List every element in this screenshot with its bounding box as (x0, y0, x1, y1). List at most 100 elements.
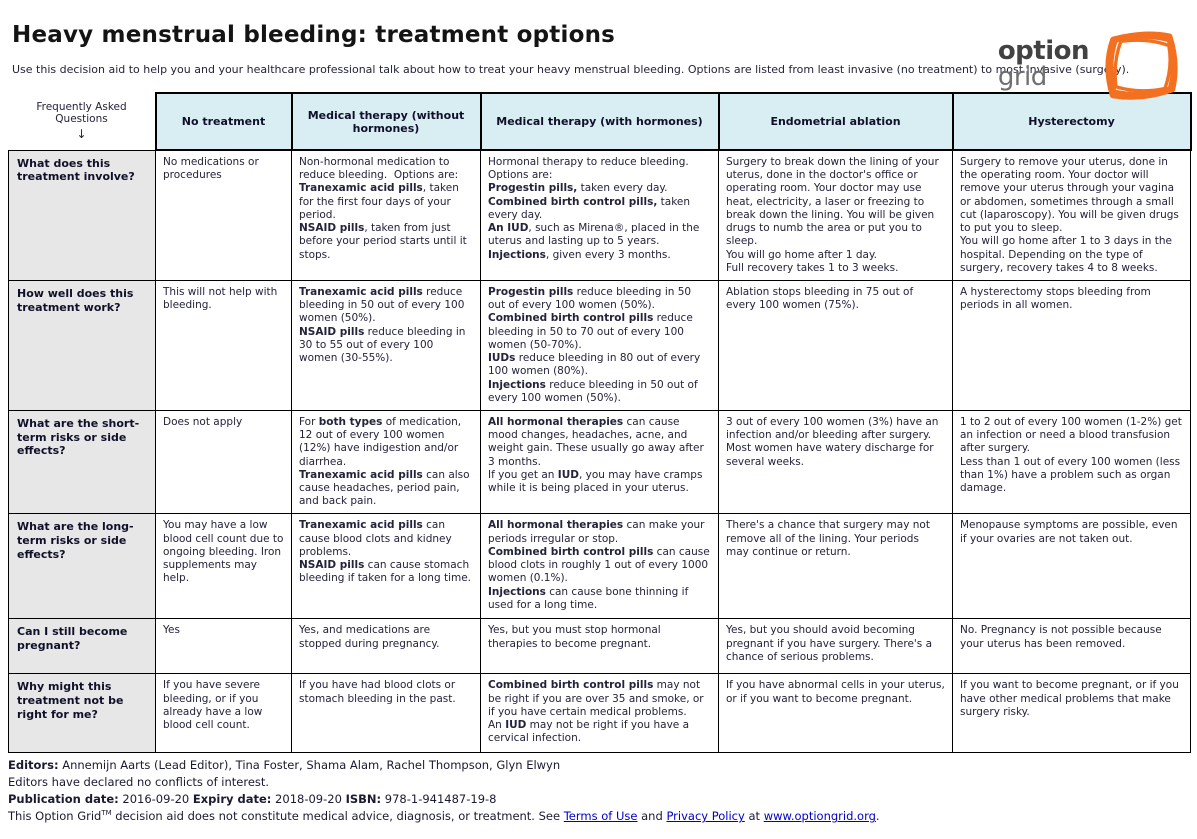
text-segment: can cause blood clots and kidney problem… (299, 519, 452, 558)
text-segment: 1 to 2 out of every 100 women (1-2%) get… (960, 415, 1182, 495)
answer-cell: If you have abnormal cells in your uteru… (718, 673, 953, 754)
faq-corner-header: Frequently Asked Questions ↓ (8, 93, 156, 150)
answer-cell: Hormonal therapy to reduce bleeding. Opt… (480, 149, 719, 281)
answer-cell: No. Pregnancy is not possible because yo… (952, 618, 1191, 675)
answer-cell: Combined birth control pills may not be … (480, 673, 719, 754)
question-cell: Why might this treatment not be right fo… (8, 673, 156, 754)
text-segment: , taken for the first four days of your … (299, 182, 459, 221)
bold-text: Injections (488, 378, 546, 391)
text-segment: at (744, 809, 764, 824)
logo-word-grid: grid (997, 62, 1047, 92)
text-segment: If you have severe bleeding, or if you a… (163, 679, 266, 732)
answer-cell: Surgery to remove your uterus, done in t… (952, 149, 1191, 281)
text-segment: This Option Grid (8, 809, 102, 824)
answer-cell: A hysterectomy stops bleeding from perio… (952, 279, 1191, 411)
footer-line: Publication date: 2016-09-20 Expiry date… (8, 792, 1197, 807)
answer-cell: No medications or procedures (155, 149, 292, 281)
table-body: What does this treatment involve? No medi… (8, 149, 1191, 754)
bold-text: Expiry date: (192, 792, 272, 807)
text-segment: Yes (163, 624, 180, 637)
text-segment: and (637, 809, 667, 824)
text-segment: There's a chance that surgery may not re… (726, 519, 934, 558)
answer-cell: If you have had blood clots or stomach b… (291, 673, 481, 754)
question-cell: How well does this treatment work? (8, 279, 156, 411)
text-segment: Does not apply (163, 415, 243, 428)
text-segment: reduce bleeding in 50 to 70 out of every… (488, 312, 693, 351)
text-segment: , such as Mirena®, placed in the uterus … (488, 222, 700, 248)
answer-cell: Surgery to break down the lining of your… (718, 149, 953, 281)
text-segment: reduce bleeding in 80 out of every 100 w… (488, 352, 701, 378)
bold-text: IUD (557, 468, 579, 481)
text-segment: Hormonal therapy to reduce bleeding. Opt… (488, 156, 689, 182)
answer-cell: Non-hormonal medication to reduce bleedi… (291, 149, 481, 281)
bold-text: Progestin pills (488, 285, 574, 298)
text-segment: decision aid does not constitute medical… (111, 809, 564, 824)
text-segment: Ablation stops bleeding in 75 out of eve… (726, 285, 917, 312)
text-segment: taken every day. (488, 195, 691, 221)
column-header: Endometrial ablation (717, 92, 954, 151)
answer-cell: Ablation stops bleeding in 75 out of eve… (718, 279, 953, 411)
bold-text: Combined birth control pills (488, 312, 654, 325)
page-subtitle: Use this decision aid to help you and yo… (12, 63, 1130, 76)
page-title: Heavy menstrual bleeding: treatment opti… (12, 22, 616, 48)
text-segment: Editors have declared no conflicts of in… (8, 775, 270, 790)
text-segment: reduce bleeding in 30 to 55 out of every… (299, 325, 469, 365)
answer-cell: If you want to become pregnant, or if yo… (952, 673, 1191, 754)
bold-text: Tranexamic acid pills (299, 519, 423, 532)
text-segment: Yes, but you must stop hormonal therapie… (488, 624, 665, 650)
bold-text: All hormonal therapies (488, 415, 624, 428)
text-segment: You may have a low blood cell count due … (163, 519, 287, 585)
answer-cell: Tranexamic acid pills can cause blood cl… (291, 513, 481, 620)
text-segment: Surgery to remove your uterus, done in t… (960, 156, 1179, 274)
answer-cell: All hormonal therapies can cause mood ch… (480, 409, 719, 515)
text-segment: of medication, 12 out of every 100 women… (299, 415, 462, 468)
text-segment: may not be right if you have a cervical … (488, 719, 693, 745)
down-arrow-icon: ↓ (76, 127, 87, 141)
text-segment: If you have had blood clots or stomach b… (299, 679, 459, 705)
text-segment: can cause blood clots in roughly 1 out o… (488, 545, 710, 585)
answer-cell: Yes, but you must stop hormonal therapie… (480, 618, 719, 675)
table-row: What are the short-term risks or side ef… (8, 409, 1191, 515)
text-segment: Non-hormonal medication to reduce bleedi… (299, 156, 459, 182)
column-header: Medical therapy (with hormones) (479, 92, 720, 151)
text-segment: 2016-09-20 (118, 792, 193, 807)
answer-cell: Menopause symptoms are possible, even if… (952, 513, 1191, 620)
text-segment: can cause mood changes, headaches, acne,… (488, 415, 704, 481)
text-segment: reduce bleeding in 50 out of every 100 w… (488, 378, 702, 404)
text-segment: If you want to become pregnant, or if yo… (960, 679, 1183, 718)
text-segment: may not be right if you are over 35 and … (488, 679, 704, 732)
bold-text: Publication date: (8, 792, 119, 807)
answer-cell: Yes, and medications are stopped during … (291, 618, 481, 675)
answer-cell: Progestin pills reduce bleeding in 50 ou… (480, 279, 719, 411)
answer-cell: 3 out of every 100 women (3%) have an in… (718, 409, 953, 515)
footer-link[interactable]: Terms of Use (563, 809, 638, 824)
text-segment: . (875, 809, 880, 824)
answer-cell: 1 to 2 out of every 100 women (1-2%) get… (952, 409, 1191, 515)
table-row: Why might this treatment not be right fo… (8, 673, 1191, 754)
column-header: No treatment (154, 92, 293, 151)
table-row: What does this treatment involve? No medi… (8, 149, 1191, 281)
bold-text: IUD (505, 719, 527, 732)
footer-link[interactable]: Privacy Policy (666, 809, 745, 824)
bold-text: NSAID pills (299, 559, 365, 572)
text-segment: , given every 3 months. (545, 248, 671, 261)
bold-text: Tranexamic acid pills (299, 285, 423, 298)
bold-text: ISBN: (345, 792, 382, 807)
answer-cell: Yes, but you should avoid becoming pregn… (718, 618, 953, 675)
bold-text: Tranexamic acid pills (299, 468, 423, 481)
question-cell: What are the long-term risks or side eff… (8, 513, 156, 620)
text-segment: A hysterectomy stops bleeding from perio… (960, 285, 1155, 312)
text-segment: can also cause headaches, period pain, a… (299, 468, 473, 508)
bold-text: Combined birth control pills (488, 545, 654, 558)
logo-word-option: option (997, 36, 1090, 66)
footer-link[interactable]: www.optiongrid.org (763, 809, 876, 824)
text-segment: reduce bleeding in 50 out of every 100 w… (488, 285, 692, 312)
text-segment: For (299, 415, 319, 428)
bold-text: Combined birth control pills (488, 679, 654, 692)
text-segment: can make your periods irregular or stop. (488, 519, 705, 545)
faq-corner-label: Frequently Asked Questions (36, 101, 127, 125)
text-segment: Yes, and medications are stopped during … (299, 624, 440, 650)
bold-text: All hormonal therapies (488, 519, 624, 532)
bold-text: An IUD (488, 222, 529, 235)
bold-text: Injections (488, 248, 546, 261)
